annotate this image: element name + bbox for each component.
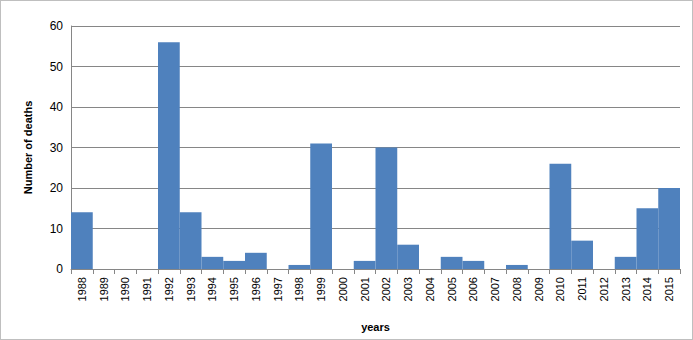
svg-text:1995: 1995: [228, 277, 240, 301]
svg-text:1989: 1989: [98, 277, 110, 301]
svg-text:2000: 2000: [337, 277, 349, 301]
svg-text:2012: 2012: [598, 277, 610, 301]
svg-text:2011: 2011: [576, 277, 588, 301]
svg-text:1988: 1988: [76, 277, 88, 301]
svg-text:2003: 2003: [402, 277, 414, 301]
svg-text:2015: 2015: [663, 277, 675, 301]
svg-text:1999: 1999: [315, 277, 327, 301]
svg-text:2010: 2010: [554, 277, 566, 301]
svg-text:1998: 1998: [293, 277, 305, 301]
svg-text:0: 0: [56, 262, 63, 276]
svg-text:1996: 1996: [250, 277, 262, 301]
svg-text:40: 40: [50, 100, 64, 114]
svg-text:2013: 2013: [620, 277, 632, 301]
svg-text:2002: 2002: [380, 277, 392, 301]
svg-text:years: years: [361, 321, 390, 333]
svg-text:20: 20: [50, 181, 64, 195]
svg-text:2001: 2001: [359, 277, 371, 301]
svg-text:10: 10: [50, 222, 64, 236]
svg-text:1991: 1991: [141, 277, 153, 301]
svg-text:Number of deaths: Number of deaths: [22, 101, 34, 195]
svg-text:1990: 1990: [119, 277, 131, 301]
svg-text:2007: 2007: [489, 277, 501, 301]
svg-text:60: 60: [50, 19, 64, 33]
svg-text:1992: 1992: [163, 277, 175, 301]
svg-text:2009: 2009: [533, 277, 545, 301]
svg-text:2006: 2006: [467, 277, 479, 301]
svg-text:30: 30: [50, 141, 64, 155]
svg-text:1994: 1994: [206, 277, 218, 301]
svg-text:2014: 2014: [641, 277, 653, 301]
svg-text:1997: 1997: [272, 277, 284, 301]
svg-text:2008: 2008: [511, 277, 523, 301]
svg-text:2004: 2004: [424, 277, 436, 301]
svg-text:2005: 2005: [446, 277, 458, 301]
svg-text:1993: 1993: [185, 277, 197, 301]
svg-text:50: 50: [50, 60, 64, 74]
